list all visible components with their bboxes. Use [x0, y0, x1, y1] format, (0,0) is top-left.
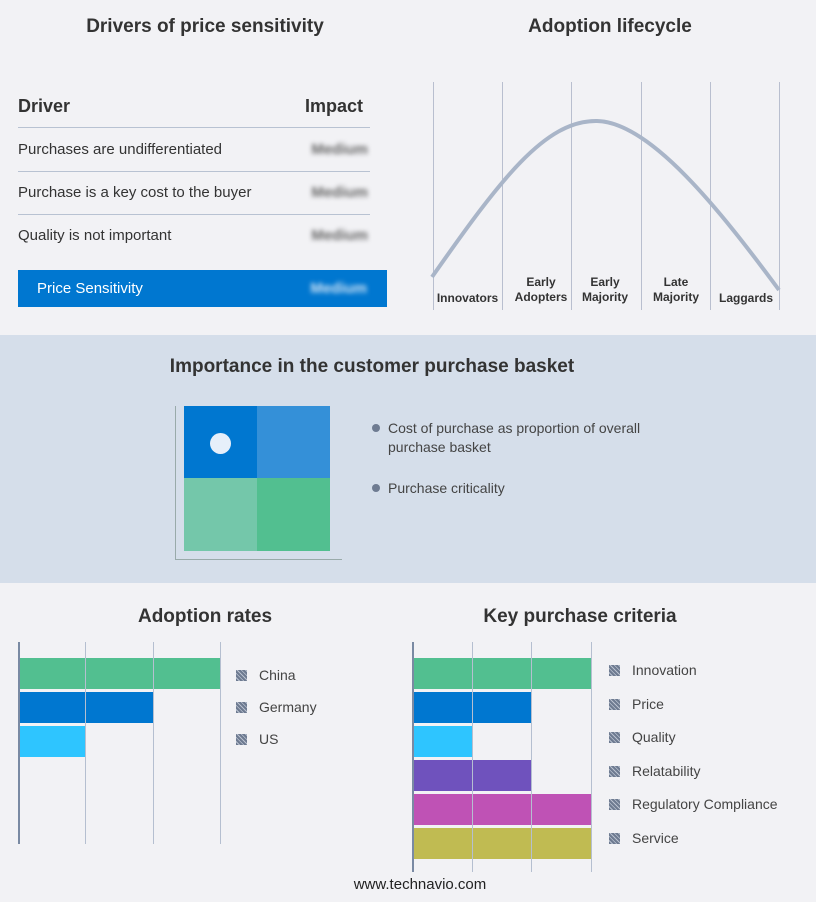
bullet-icon: [372, 424, 380, 432]
gridline: [502, 82, 503, 310]
basket-legend-item: Cost of purchase as proportion of overal…: [372, 419, 642, 457]
legend-label: Regulatory Compliance: [632, 796, 778, 813]
legend-swatch-icon: [236, 734, 247, 745]
driver-row: Quality is not important Medium: [18, 214, 370, 257]
axis: [175, 559, 342, 560]
stage-early-majority: Early Majority: [581, 275, 628, 304]
summary-impact: Medium: [310, 280, 367, 297]
gridline: [641, 82, 642, 310]
bar-us: [18, 726, 86, 757]
quadrant: [184, 478, 257, 551]
stage-late-majority: Late Majority: [652, 275, 699, 304]
stage-laggards: Laggards: [718, 291, 773, 305]
legend-swatch-icon: [236, 702, 247, 713]
legend-label: Germany: [259, 699, 317, 715]
bar-service: [412, 828, 591, 859]
legend-swatch-icon: [609, 765, 620, 777]
divider: [18, 127, 370, 128]
bar-quality: [412, 726, 472, 757]
legend-label: Quality: [632, 729, 676, 746]
adoption-rates-title: Adoption rates: [137, 606, 273, 627]
position-marker: [210, 433, 231, 454]
driver-label: Quality is not important: [18, 227, 172, 244]
driver-label: Purchases are undifferentiated: [18, 141, 223, 158]
legend-label: Purchase criticality: [388, 480, 505, 496]
axis-line: [412, 642, 414, 872]
gridline: [591, 642, 592, 872]
gridline: [471, 642, 473, 872]
legend-label: China: [259, 667, 296, 683]
legend-label: Price: [632, 695, 664, 712]
impact-value: Medium: [311, 141, 368, 158]
legend-label: Innovation: [632, 662, 697, 678]
bar-innovation: [412, 658, 591, 689]
basket-title: Importance in the customer purchase bask…: [169, 356, 575, 377]
gridline: [779, 82, 780, 310]
gridline: [571, 82, 572, 310]
basket-legend-item: Purchase criticality: [372, 479, 505, 498]
legend-item: Germany: [236, 699, 317, 715]
axis: [175, 406, 176, 560]
bullet-icon: [372, 484, 380, 492]
driver-header: Driver: [18, 96, 71, 116]
gridline: [710, 82, 711, 310]
quadrant: [257, 406, 330, 478]
gridline: [152, 642, 154, 844]
impact-value: Medium: [311, 184, 368, 201]
legend-item: Price: [609, 696, 664, 712]
driver-row: Purchase is a key cost to the buyer Mediu…: [18, 171, 370, 215]
basket-section: [0, 335, 816, 583]
legend-item: US: [236, 731, 278, 747]
legend-item: Relatability: [609, 763, 700, 779]
impact-header: Impact: [305, 96, 364, 116]
legend-item: Quality: [609, 729, 676, 745]
legend-swatch-icon: [609, 799, 620, 811]
kpc-title: Key purchase criteria: [483, 606, 677, 627]
legend-item: Service: [609, 830, 679, 846]
quadrant: [257, 478, 330, 551]
bar-china: [18, 658, 220, 689]
axis-line: [18, 642, 20, 844]
legend-item: Regulatory Compliance: [609, 796, 778, 812]
gridline: [85, 642, 87, 844]
legend-item: China: [236, 667, 296, 683]
impact-value: Medium: [311, 227, 368, 244]
bar-regulatory-compliance: [412, 794, 591, 825]
stage-innovators: Innovators: [436, 291, 499, 305]
legend-swatch-icon: [236, 670, 247, 681]
gridline: [531, 642, 533, 872]
legend-label: US: [259, 731, 279, 747]
summary-label: Price Sensitivity: [37, 280, 143, 297]
legend-swatch-icon: [609, 833, 620, 844]
drivers-title: Drivers of price sensitivity: [86, 16, 324, 37]
legend-label: Service: [632, 830, 679, 846]
legend-swatch-icon: [609, 698, 620, 710]
legend-swatch-icon: [609, 665, 620, 676]
driver-row: Purchases are undifferentiated Medium: [18, 128, 370, 172]
legend-label: Cost of purchase as proportion of overal…: [388, 420, 641, 455]
lifecycle-title: Adoption lifecycle: [528, 16, 692, 37]
driver-label: Purchase is a key cost to the buyer: [18, 184, 252, 201]
gridline: [220, 642, 221, 844]
legend-item: Innovation: [609, 662, 697, 678]
legend-swatch-icon: [609, 732, 620, 744]
stage-early-adopters: Early Adopters: [514, 275, 568, 304]
gridline: [433, 82, 434, 310]
price-sensitivity-summary: Price Sensitivity Medium: [18, 270, 387, 307]
lifecycle-curve: [430, 118, 781, 292]
footer-url: www.technavio.com: [353, 876, 487, 893]
legend-label: Relatability: [632, 762, 701, 779]
